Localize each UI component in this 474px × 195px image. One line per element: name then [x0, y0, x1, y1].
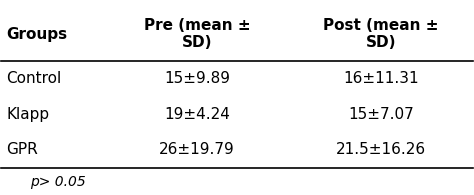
Text: Pre (mean ±
SD): Pre (mean ± SD)	[144, 18, 250, 50]
Text: 15±9.89: 15±9.89	[164, 71, 230, 86]
Text: GPR: GPR	[6, 142, 38, 157]
Text: Post (mean ±
SD): Post (mean ± SD)	[323, 18, 438, 50]
Text: 21.5±16.26: 21.5±16.26	[336, 142, 426, 157]
Text: 15±7.07: 15±7.07	[348, 107, 414, 122]
Text: Control: Control	[6, 71, 61, 86]
Text: 19±4.24: 19±4.24	[164, 107, 230, 122]
Text: Klapp: Klapp	[6, 107, 49, 122]
Text: 26±19.79: 26±19.79	[159, 142, 235, 157]
Text: Groups: Groups	[6, 27, 67, 42]
Text: p> 0.05: p> 0.05	[30, 175, 85, 189]
Text: 16±11.31: 16±11.31	[343, 71, 419, 86]
